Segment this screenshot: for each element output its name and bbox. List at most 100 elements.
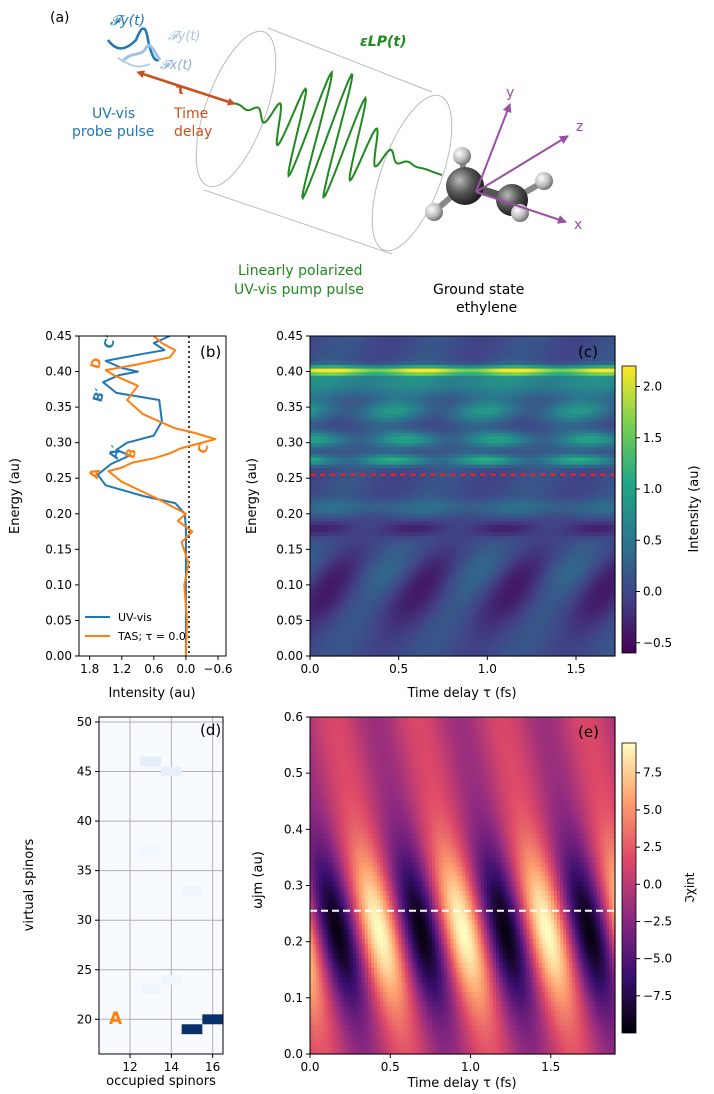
heatmap-cell	[338, 556, 343, 561]
heatmap-cell	[363, 595, 368, 600]
heatmap-cell	[561, 556, 566, 561]
heatmap-cell	[356, 485, 361, 490]
heatmap-cell	[480, 638, 485, 643]
heatmap-cell	[320, 613, 325, 618]
heatmap-cell	[352, 503, 357, 508]
heatmap-cell	[338, 471, 343, 476]
heatmap-cell	[554, 524, 559, 529]
heatmap-cell	[441, 574, 446, 579]
heatmap-cell	[540, 648, 545, 654]
heatmap-cell	[455, 631, 460, 636]
heatmap-cell	[586, 456, 591, 462]
heatmap-cell	[536, 592, 542, 597]
heatmap-cell	[423, 545, 428, 550]
heatmap-cell	[568, 513, 574, 518]
heatmap-cell	[533, 471, 538, 476]
heatmap-cell	[600, 503, 605, 508]
heatmap-cell	[575, 574, 581, 579]
heatmap-cell	[338, 456, 343, 462]
heatmap-cell	[412, 616, 417, 622]
heatmap-cell	[512, 595, 517, 600]
heatmap-cell	[533, 453, 538, 458]
heatmap-cell	[338, 545, 343, 550]
heatmap-cell	[512, 652, 517, 657]
heatmap-cell	[356, 609, 361, 614]
heatmap-cell	[487, 624, 492, 629]
heatmap-cell	[501, 645, 506, 650]
heatmap-cell	[455, 560, 460, 565]
heatmap-cell	[345, 641, 350, 646]
heatmap-cell	[384, 488, 389, 494]
heatmap-cell	[565, 602, 570, 607]
heatmap-cell	[547, 503, 552, 508]
heatmap-cell	[554, 517, 559, 522]
heatmap-cell	[533, 595, 538, 600]
heatmap-cell	[441, 528, 446, 533]
heatmap-cell	[416, 524, 421, 529]
heatmap-cell	[607, 616, 613, 622]
heatmap-cell	[487, 492, 492, 497]
heatmap-cell	[405, 524, 410, 529]
heatmap-cell	[405, 528, 410, 533]
heatmap-cell	[487, 506, 492, 511]
heatmap-cell	[423, 456, 428, 462]
heatmap-cell	[533, 584, 538, 590]
heatmap-cell	[320, 620, 325, 625]
heatmap-cell	[398, 638, 403, 643]
heatmap-cell	[370, 506, 375, 511]
heatmap-cell	[423, 520, 428, 526]
heatmap-cell	[561, 510, 566, 515]
heatmap-cell	[405, 538, 410, 543]
heatmap-cell	[519, 467, 524, 472]
heatmap-cell	[345, 606, 350, 611]
heatmap-cell	[313, 460, 318, 465]
heatmap-cell	[480, 535, 485, 540]
heatmap-cell	[533, 574, 538, 579]
heatmap-cell	[494, 552, 499, 558]
heatmap-cell	[490, 616, 496, 622]
heatmap-cell	[458, 503, 464, 508]
heatmap-cell	[352, 584, 357, 590]
heatmap-cell	[448, 609, 453, 614]
heatmap-cell	[441, 474, 446, 479]
heatmap-cell	[494, 592, 499, 597]
heatmap-cell	[388, 481, 393, 486]
heatmap-cell	[419, 485, 425, 490]
heatmap-cell	[583, 595, 588, 600]
heatmap-cell	[356, 510, 361, 515]
heatmap-cell	[544, 645, 549, 650]
heatmap-cell	[412, 464, 417, 469]
heatmap-cell	[505, 474, 510, 479]
heatmap-cell	[458, 513, 464, 518]
heatmap-cell	[565, 638, 570, 643]
heatmap-cell	[455, 496, 460, 501]
heatmap-cell	[419, 513, 425, 518]
heatmap-cell	[313, 552, 318, 558]
heatmap-cell	[405, 531, 410, 536]
heatmap-cell	[349, 613, 354, 618]
heatmap-cell	[334, 616, 339, 622]
heatmap-cell	[331, 545, 336, 550]
heatmap-cell	[416, 570, 421, 575]
heatmap-cell	[462, 641, 467, 646]
heatmap-cell	[607, 588, 613, 593]
heatmap-cell	[451, 581, 457, 586]
heatmap-cell	[554, 560, 559, 565]
heatmap-cell	[473, 584, 478, 590]
heatmap-cell	[416, 584, 421, 590]
heatmap-cell	[395, 577, 400, 582]
heatmap-cell	[380, 563, 386, 568]
heatmap-cell	[395, 460, 400, 465]
heatmap-cell	[522, 599, 527, 604]
heatmap-cell	[398, 492, 403, 497]
heatmap-cell	[409, 552, 414, 558]
heatmap-cell	[373, 620, 378, 625]
heatmap-cell	[388, 638, 393, 643]
heatmap-cell	[558, 627, 563, 632]
heatmap-cell	[448, 648, 453, 654]
heatmap-cell	[423, 609, 428, 614]
heatmap-cell	[402, 609, 407, 614]
heatmap-cell	[487, 620, 492, 625]
heatmap-cell	[324, 560, 329, 565]
heatmap-cell	[373, 531, 378, 536]
